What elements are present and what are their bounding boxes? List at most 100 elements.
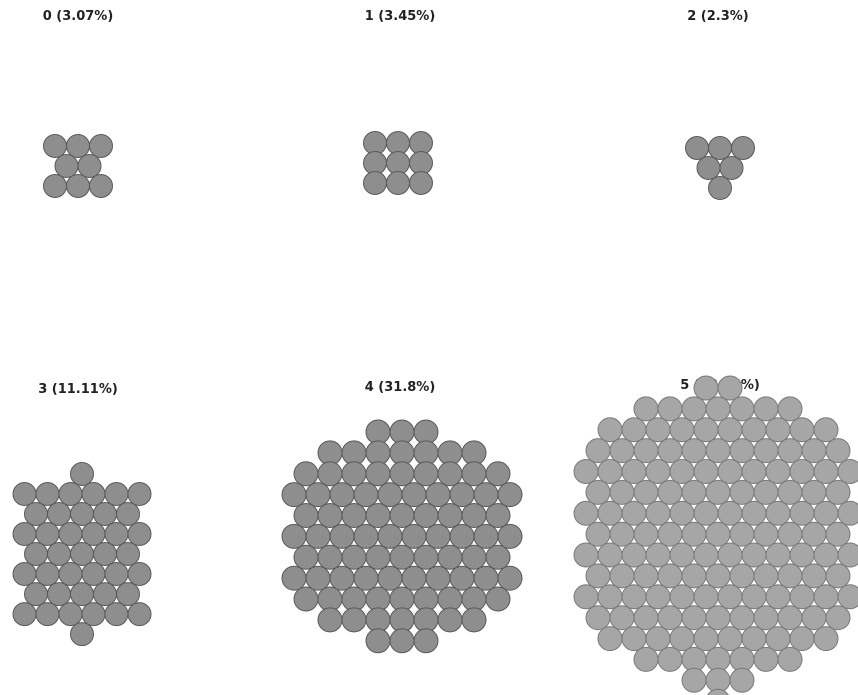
disk — [741, 542, 767, 568]
disk — [681, 667, 707, 693]
disk — [497, 482, 523, 508]
disk — [461, 544, 487, 570]
disk — [24, 582, 48, 607]
disk — [717, 459, 743, 484]
disk — [633, 396, 659, 422]
disk — [81, 562, 106, 586]
disk — [341, 503, 367, 528]
disk — [293, 586, 319, 612]
panel-5-disks — [573, 375, 858, 695]
disk — [801, 521, 827, 547]
disk — [70, 622, 94, 647]
disk — [801, 479, 827, 505]
disk — [801, 563, 827, 589]
disk — [753, 438, 779, 464]
disk — [70, 502, 94, 526]
disk — [741, 626, 767, 652]
disk — [777, 438, 803, 464]
disk — [657, 521, 683, 547]
disk — [681, 438, 707, 464]
disk — [753, 521, 779, 547]
disk — [473, 482, 499, 508]
disk — [645, 500, 671, 526]
disk — [437, 503, 463, 528]
disk — [281, 523, 307, 549]
disk — [789, 542, 815, 568]
disk — [741, 417, 767, 443]
disk — [717, 500, 743, 526]
disk — [293, 544, 319, 570]
disk — [461, 461, 487, 487]
disk — [729, 563, 755, 589]
disk — [765, 626, 791, 652]
disk — [621, 500, 647, 526]
disk — [47, 502, 71, 526]
disk — [54, 154, 79, 178]
disk — [837, 542, 858, 568]
disk — [12, 482, 37, 506]
disk — [116, 582, 140, 607]
disk — [127, 522, 152, 546]
disk — [777, 646, 803, 672]
disk — [317, 607, 343, 633]
disk — [329, 565, 355, 591]
disk — [35, 602, 60, 627]
disk — [789, 417, 815, 443]
disk — [70, 462, 94, 486]
disk — [485, 503, 511, 528]
disk — [58, 522, 83, 546]
disk — [293, 461, 319, 487]
panel-0-label: 0 (3.07%) — [43, 9, 114, 24]
disk — [81, 482, 106, 506]
disk — [43, 134, 67, 158]
disk — [731, 136, 755, 160]
disk — [765, 500, 791, 526]
disk — [24, 542, 48, 566]
disk — [597, 417, 623, 443]
disk — [693, 375, 719, 401]
disk — [116, 502, 140, 526]
disk — [47, 542, 71, 566]
disk — [707, 688, 729, 695]
disk — [645, 626, 671, 652]
disk — [813, 459, 839, 484]
disk — [719, 156, 744, 180]
disk — [681, 521, 707, 547]
disk — [681, 396, 707, 422]
panel-1-label: 1 (3.45%) — [365, 9, 436, 24]
disk — [104, 482, 129, 506]
disk — [765, 542, 791, 568]
disk — [585, 438, 611, 464]
disk — [621, 542, 647, 568]
disk — [825, 479, 851, 505]
disk — [35, 482, 60, 506]
disk — [437, 461, 463, 487]
disk — [657, 438, 683, 464]
disk — [837, 500, 858, 526]
disk — [485, 461, 511, 487]
disk — [729, 521, 755, 547]
disk — [717, 375, 743, 401]
disk — [597, 500, 623, 526]
disk — [341, 544, 367, 570]
disk — [437, 544, 463, 570]
disk — [35, 562, 60, 586]
disk — [81, 522, 106, 546]
disk — [281, 565, 307, 591]
disk — [753, 396, 779, 422]
panel-4-label: 4 (31.8%) — [365, 380, 436, 395]
panel-0: 0 (3.07%) — [43, 9, 114, 198]
disk — [70, 542, 94, 566]
disk — [386, 171, 410, 195]
disk — [93, 542, 117, 566]
disk — [633, 563, 659, 589]
disk — [597, 459, 623, 484]
disk — [657, 646, 683, 672]
disk — [633, 521, 659, 547]
disk — [363, 171, 387, 195]
disk — [473, 523, 499, 549]
disk — [597, 626, 623, 652]
disk — [573, 584, 599, 610]
disk — [777, 396, 803, 422]
